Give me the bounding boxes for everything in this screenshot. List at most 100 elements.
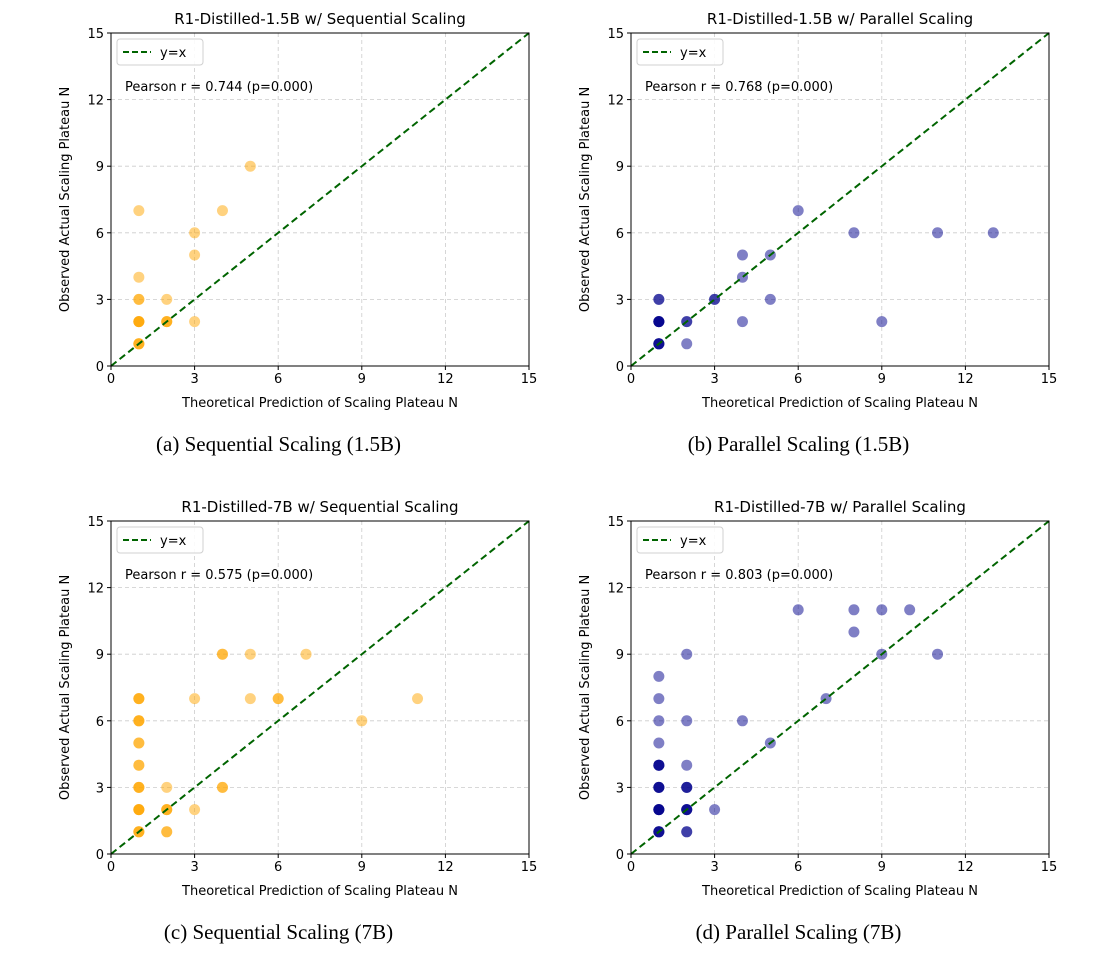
data-point <box>792 604 804 616</box>
y-tick-label: 12 <box>87 94 104 109</box>
y-tick-label: 9 <box>96 160 104 175</box>
x-tick-label: 9 <box>878 860 886 875</box>
y-tick-label: 15 <box>607 27 624 42</box>
x-tick-label: 3 <box>190 860 198 875</box>
data-point <box>356 715 368 727</box>
reference-line-y-equals-x <box>630 520 1050 855</box>
chart-title: R1-Distilled-1.5B w/ Parallel Scaling <box>707 10 973 28</box>
data-point <box>133 804 145 816</box>
data-point <box>736 715 748 727</box>
legend-label: y=x <box>160 46 187 61</box>
scatter-chart: 0 3 6 9 12 15 0 3 6 9 12 15 R1-Distilled-7B w/ Paral… <box>578 498 1057 899</box>
y-tick-label: 0 <box>96 360 104 375</box>
x-tick-label: 15 <box>521 372 538 387</box>
data-point <box>987 227 999 239</box>
x-tick-label: 9 <box>358 372 366 387</box>
y-tick-label: 15 <box>607 515 624 530</box>
data-point <box>189 249 201 261</box>
y-axis-label: Observed Actual Scaling Plateau N <box>58 575 73 800</box>
reference-line-y-equals-x <box>110 32 530 367</box>
y-tick-label: 9 <box>96 648 104 663</box>
y-tick-label: 12 <box>607 94 624 109</box>
data-point <box>216 781 228 793</box>
x-axis-label: Theoretical Prediction of Scaling Platea… <box>181 884 458 899</box>
x-tick-label: 12 <box>437 860 454 875</box>
data-point <box>653 670 665 682</box>
pearson-annotation: Pearson r = 0.744 (p=0.000) <box>125 80 313 95</box>
x-tick-label: 3 <box>190 372 198 387</box>
y-tick-label: 12 <box>607 582 624 597</box>
y-tick-label: 3 <box>96 293 104 308</box>
y-tick-label: 15 <box>87 27 104 42</box>
pearson-annotation: Pearson r = 0.575 (p=0.000) <box>125 568 313 583</box>
x-tick-label: 6 <box>274 860 282 875</box>
y-tick-label: 3 <box>96 781 104 796</box>
data-point <box>189 227 201 239</box>
x-tick-label: 0 <box>107 372 115 387</box>
data-point <box>412 693 424 705</box>
data-point <box>216 205 228 217</box>
data-point <box>216 648 228 660</box>
x-tick-label: 0 <box>627 372 635 387</box>
data-point <box>736 316 748 328</box>
data-point <box>161 826 173 838</box>
legend-box <box>116 526 204 554</box>
pearson-annotation: Pearson r = 0.803 (p=0.000) <box>645 568 833 583</box>
y-tick-label: 6 <box>96 227 104 242</box>
data-point <box>133 715 145 727</box>
x-axis-label: Theoretical Prediction of Scaling Platea… <box>181 396 458 411</box>
y-tick-label: 6 <box>96 715 104 730</box>
chart-title: R1-Distilled-7B w/ Sequential Scaling <box>181 498 458 516</box>
data-point <box>133 781 145 793</box>
x-axis-label: Theoretical Prediction of Scaling Platea… <box>701 884 978 899</box>
data-point <box>161 781 173 793</box>
data-point <box>653 804 665 816</box>
x-axis-label: Theoretical Prediction of Scaling Platea… <box>701 396 978 411</box>
x-tick-label: 12 <box>957 372 974 387</box>
axes-frame <box>110 32 530 367</box>
data-point <box>133 271 145 283</box>
y-tick-label: 0 <box>96 848 104 863</box>
data-point <box>681 781 693 793</box>
y-tick-label: 12 <box>87 582 104 597</box>
data-point <box>300 648 312 660</box>
data-point <box>932 648 944 660</box>
data-point <box>133 316 145 328</box>
x-tick-label: 0 <box>107 860 115 875</box>
data-point <box>133 293 145 305</box>
data-point <box>244 648 256 660</box>
legend-label: y=x <box>680 534 707 549</box>
data-point <box>653 737 665 749</box>
caption: (d) Parallel Scaling (7B) <box>695 920 902 944</box>
data-point <box>681 715 693 727</box>
axes-frame <box>630 520 1050 855</box>
legend-label: y=x <box>160 534 187 549</box>
data-point <box>133 759 145 771</box>
subplot-b: 0 3 6 9 12 15 0 3 6 9 12 15 R1-Distilled-1.5B w/ Par… <box>520 0 1077 479</box>
y-axis-label: Observed Actual Scaling Plateau N <box>58 87 73 312</box>
y-tick-label: 0 <box>616 848 624 863</box>
data-point <box>244 160 256 172</box>
data-point <box>681 338 693 350</box>
x-tick-label: 12 <box>957 860 974 875</box>
y-axis-label: Observed Actual Scaling Plateau N <box>578 87 593 312</box>
data-point <box>932 227 944 239</box>
x-tick-label: 6 <box>794 372 802 387</box>
axes-frame <box>110 520 530 855</box>
data-point <box>681 648 693 660</box>
legend-box <box>636 38 724 66</box>
legend-label: y=x <box>680 46 707 61</box>
data-point <box>876 316 888 328</box>
data-point <box>764 293 776 305</box>
legend-box <box>116 38 204 66</box>
scatter-chart: 0 3 6 9 12 15 0 3 6 9 12 15 R1-Distilled-1.5B w/ Seq… <box>58 10 538 411</box>
data-point <box>189 316 201 328</box>
caption: (b) Parallel Scaling (1.5B) <box>687 432 910 456</box>
y-tick-label: 9 <box>616 648 624 663</box>
subplot-a: 0 3 6 9 12 15 0 3 6 9 12 15 R1-Distilled-1.5B w/ Seq… <box>0 0 557 479</box>
y-tick-label: 3 <box>616 781 624 796</box>
x-tick-label: 3 <box>710 860 718 875</box>
x-tick-label: 9 <box>878 372 886 387</box>
chart-title: R1-Distilled-7B w/ Parallel Scaling <box>714 498 966 516</box>
data-point <box>736 249 748 261</box>
